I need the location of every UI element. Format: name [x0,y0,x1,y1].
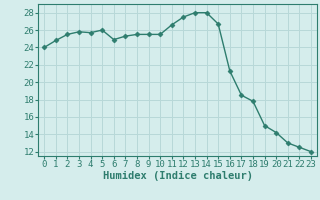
X-axis label: Humidex (Indice chaleur): Humidex (Indice chaleur) [103,171,252,181]
